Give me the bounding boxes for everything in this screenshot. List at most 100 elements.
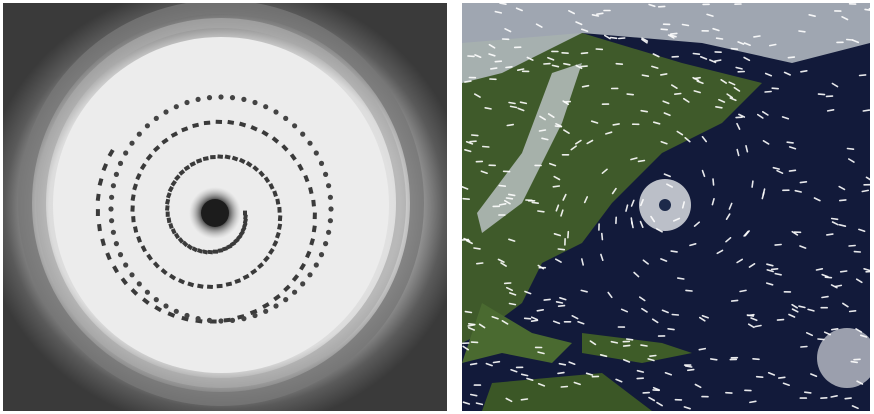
wind-arrow (555, 258, 562, 263)
dye-mark (110, 183, 116, 189)
wind-arrow (815, 267, 824, 271)
wind-arrow (640, 198, 644, 207)
wind-arrow (571, 314, 579, 320)
dye-mark (241, 96, 247, 102)
dye-mark (166, 192, 172, 199)
wind-arrow (800, 70, 808, 73)
wind-arrow (791, 230, 799, 236)
dye-mark (308, 186, 314, 195)
wind-arrow (847, 158, 855, 163)
dye-mark (197, 283, 204, 289)
wind-arrow (596, 12, 604, 15)
dye-mark (173, 104, 179, 110)
dye-mark (272, 190, 278, 197)
wind-arrow (648, 3, 656, 8)
wind-arrow (663, 112, 671, 117)
wind-arrow (791, 303, 799, 309)
wind-arrow (783, 71, 791, 76)
dye-mark (130, 205, 135, 212)
dye-mark (165, 198, 171, 205)
vortex-core (201, 199, 229, 227)
dye-mark (132, 183, 138, 191)
dye-mark (309, 238, 315, 246)
dye-mark (229, 95, 236, 101)
wind-arrow (647, 358, 655, 362)
northern-cloud-band (462, 3, 870, 83)
dye-mark (283, 297, 289, 303)
wind-arrow (488, 43, 496, 49)
wind-arrow (641, 307, 648, 313)
satellite-panel (462, 3, 870, 411)
wind-arrow (701, 136, 707, 143)
wind-arrow (637, 159, 646, 163)
dye-mark (207, 249, 214, 255)
wind-arrow (500, 262, 507, 267)
wind-arrow (516, 68, 525, 71)
wind-arrow (562, 193, 567, 201)
dye-mark (109, 194, 115, 200)
dye-mark (123, 262, 129, 268)
wind-arrow (798, 30, 806, 33)
wind-arrow (462, 401, 471, 405)
wind-arrow (656, 401, 663, 407)
dye-mark (183, 164, 191, 172)
wind-arrow (549, 162, 557, 167)
dye-mark (187, 281, 195, 288)
wind-arrow (767, 371, 776, 376)
wind-arrow (861, 189, 870, 193)
wind-arrow (848, 244, 856, 247)
wind-arrow (803, 391, 812, 394)
wind-arrow (838, 199, 847, 202)
dye-mark (189, 161, 196, 167)
wind-arrow (761, 111, 769, 116)
wind-arrow (712, 27, 720, 32)
dye-mark (174, 174, 181, 182)
wind-arrow (507, 193, 516, 197)
dye-mark (313, 150, 319, 156)
wind-arrow (830, 394, 838, 398)
wind-arrow (558, 362, 567, 366)
wind-arrow (470, 393, 478, 397)
dye-mark (206, 284, 214, 289)
wind-arrow (864, 8, 870, 12)
dye-mark (303, 174, 310, 183)
dye-mark (117, 252, 124, 258)
dye-mark (263, 176, 271, 184)
wind-arrow (464, 80, 472, 83)
dye-mark (238, 157, 246, 164)
wind-arrow (663, 173, 671, 178)
wind-arrow (583, 196, 588, 204)
wind-arrow (681, 23, 690, 27)
dye-mark (250, 268, 258, 275)
wind-arrow (625, 204, 629, 212)
wind-arrow (537, 210, 545, 213)
wind-arrow (501, 319, 509, 325)
wind-arrow (782, 382, 791, 387)
dye-mark (227, 119, 235, 125)
wind-arrow (484, 107, 492, 110)
wind-arrow (475, 402, 484, 406)
wind-arrow (641, 74, 650, 77)
wind-arrow (538, 129, 547, 132)
wind-arrow (498, 203, 507, 206)
dye-mark (326, 229, 332, 235)
wind-arrow (577, 320, 585, 325)
dye-mark (218, 94, 224, 100)
dye-mark (222, 246, 228, 252)
wind-arrow (754, 324, 762, 328)
wind-arrow (499, 3, 507, 6)
wind-arrow (761, 191, 765, 200)
dye-mark (100, 238, 106, 247)
dye-mark (277, 215, 283, 222)
wind-arrow (683, 97, 690, 103)
wind-arrow (855, 328, 863, 333)
dye-mark (224, 154, 231, 160)
wind-arrow (610, 340, 619, 344)
wind-arrow (736, 148, 740, 157)
wind-arrow (673, 217, 681, 222)
wind-arrow (639, 296, 646, 302)
wind-arrow (611, 187, 617, 195)
wind-arrow (660, 258, 668, 262)
wind-arrow (510, 368, 518, 373)
wind-arrow (664, 371, 672, 376)
